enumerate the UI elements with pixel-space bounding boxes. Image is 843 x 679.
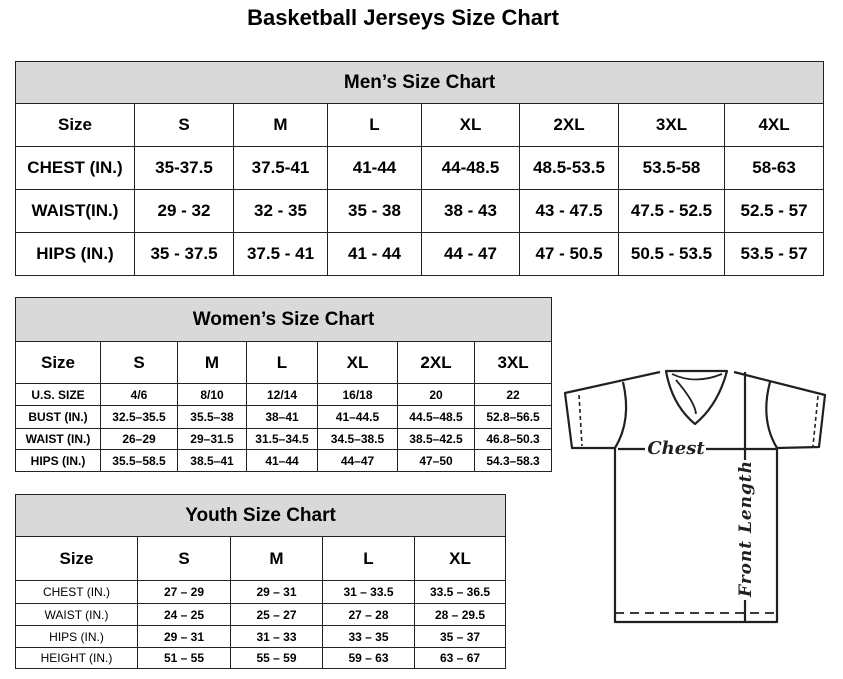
measurement-cell: 32.5–35.5 <box>100 405 178 429</box>
measurement-cell: 35.5–38 <box>177 405 247 429</box>
size-header-cell: 2XL <box>397 341 475 384</box>
measurement-cell: 35.5–58.5 <box>100 449 178 472</box>
measurement-cell: 34.5–38.5 <box>317 428 398 450</box>
women-size-header-row: Size S M L XL 2XL 3XL <box>15 341 553 384</box>
youth-size-header-row: Size S M L XL <box>15 536 507 581</box>
measurement-cell: 29–31.5 <box>177 428 247 450</box>
size-header-cell: 2XL <box>519 103 619 147</box>
size-column-label: Size <box>15 341 101 384</box>
row-label: HIPS (IN.) <box>15 625 138 648</box>
table-row: CHEST (IN.) 35-37.5 37.5-41 41-44 44-48.5 48.… <box>15 146 825 190</box>
measurement-cell: 53.5-58 <box>618 146 725 190</box>
measurement-cell: 31.5–34.5 <box>246 428 318 450</box>
table-row: BUST (IN.) 32.5–35.5 35.5–38 38–41 41–44.5 44… <box>15 405 553 429</box>
row-label: CHEST (IN.) <box>15 146 135 190</box>
measurement-cell: 31 – 33 <box>230 625 323 648</box>
table-row: WAIST (IN.) 26–29 29–31.5 31.5–34.5 34.5–38.… <box>15 428 553 450</box>
measurement-cell: 41–44 <box>246 449 318 472</box>
measurement-cell: 41–44.5 <box>317 405 398 429</box>
measurement-cell: 35 - 37.5 <box>134 232 234 276</box>
size-header-cell: S <box>134 103 234 147</box>
measurement-cell: 35 - 38 <box>327 189 422 233</box>
womens-size-table: Women’s Size Chart Size S M L XL 2XL 3XL U.S. S… <box>14 297 553 472</box>
measurement-cell: 58-63 <box>723 146 825 190</box>
size-header-cell: L <box>322 536 415 581</box>
measurement-cell: 37.5 - 41 <box>233 232 328 276</box>
measurement-cell: 52.5 - 57 <box>723 189 825 233</box>
row-label: WAIST (IN.) <box>15 428 101 450</box>
chest-label: Chest <box>647 438 705 459</box>
shirt-outline <box>563 370 827 624</box>
sleeve-seam-left <box>614 381 628 449</box>
measurement-cell: 54.3–58.3 <box>473 449 553 472</box>
measurement-cell: 32 - 35 <box>233 189 328 233</box>
size-header-cell: XL <box>421 103 520 147</box>
sleeve-seam-right <box>765 381 778 449</box>
measurement-cell: 52.8–56.5 <box>473 405 553 429</box>
table-row: WAIST (IN.) 24 – 25 25 – 27 27 – 28 28 – 29.… <box>15 603 507 626</box>
measurement-cell: 48.5-53.5 <box>519 146 619 190</box>
size-column-label: Size <box>15 536 138 581</box>
size-header-cell: S <box>137 536 231 581</box>
measurement-cell: 33.5 – 36.5 <box>413 580 507 604</box>
measurement-cell: 53.5 - 57 <box>723 232 825 276</box>
size-header-cell: L <box>246 341 318 384</box>
table-row: CHEST (IN.) 27 – 29 29 – 31 31 – 33.5 33.5 –… <box>15 580 507 604</box>
table-row: HIPS (IN.) 35.5–58.5 38.5–41 41–44 44–47 47–5… <box>15 449 553 472</box>
measurement-cell: 41-44 <box>327 146 422 190</box>
size-header-cell: 3XL <box>618 103 725 147</box>
row-label: WAIST (IN.) <box>15 603 138 626</box>
men-size-header-row: Size S M L XL 2XL 3XL 4XL <box>15 103 825 147</box>
youth-heading: Youth Size Chart <box>14 494 507 537</box>
size-header-cell: L <box>327 103 422 147</box>
table-row: HEIGHT (IN.) 51 – 55 55 – 59 59 – 63 63 – 67 <box>15 647 507 669</box>
row-label: BUST (IN.) <box>15 405 101 429</box>
measurement-cell: 46.8–50.3 <box>473 428 553 450</box>
measurement-cell: 44-48.5 <box>421 146 520 190</box>
row-label: HIPS (IN.) <box>15 449 101 472</box>
row-label: HEIGHT (IN.) <box>15 647 138 669</box>
measurement-cell: 47–50 <box>397 449 475 472</box>
size-header-cell: M <box>233 103 328 147</box>
measurement-cell: 38 - 43 <box>421 189 520 233</box>
collar <box>664 369 729 426</box>
table-row: HIPS (IN.) 35 - 37.5 37.5 - 41 41 - 44 44 - … <box>15 232 825 276</box>
row-label: CHEST (IN.) <box>15 580 138 604</box>
measurement-cell: 47 - 50.5 <box>519 232 619 276</box>
table-row: U.S. SIZE 4/6 8/10 12/14 16/18 20 22 <box>15 383 553 406</box>
youth-size-table: Youth Size Chart Size S M L XL CHEST (IN.) 27 … <box>14 494 507 669</box>
table-row: WAIST(IN.) 29 - 32 32 - 35 35 - 38 38 - 43 43… <box>15 189 825 233</box>
measurement-cell: 25 – 27 <box>230 603 323 626</box>
measurement-cell: 41 - 44 <box>327 232 422 276</box>
measurement-cell: 44–47 <box>317 449 398 472</box>
measurement-cell: 63 – 67 <box>413 647 507 669</box>
size-header-cell: XL <box>413 536 507 581</box>
measurement-cell: 43 - 47.5 <box>519 189 619 233</box>
front-length-label: Front Length <box>736 461 756 598</box>
mens-heading: Men’s Size Chart <box>14 61 825 104</box>
row-label: WAIST(IN.) <box>15 189 135 233</box>
measurement-cell: 38.5–42.5 <box>397 428 475 450</box>
measurement-cell: 59 – 63 <box>322 647 415 669</box>
measurement-cell: 55 – 59 <box>230 647 323 669</box>
page-title: Basketball Jerseys Size Chart <box>247 5 559 30</box>
table-row: HIPS (IN.) 29 – 31 31 – 33 33 – 35 35 – 37 <box>15 625 507 648</box>
mens-size-table: Men’s Size Chart Size S M L XL 2XL 3XL 4XL CHEST… <box>14 61 825 276</box>
row-label: HIPS (IN.) <box>15 232 135 276</box>
